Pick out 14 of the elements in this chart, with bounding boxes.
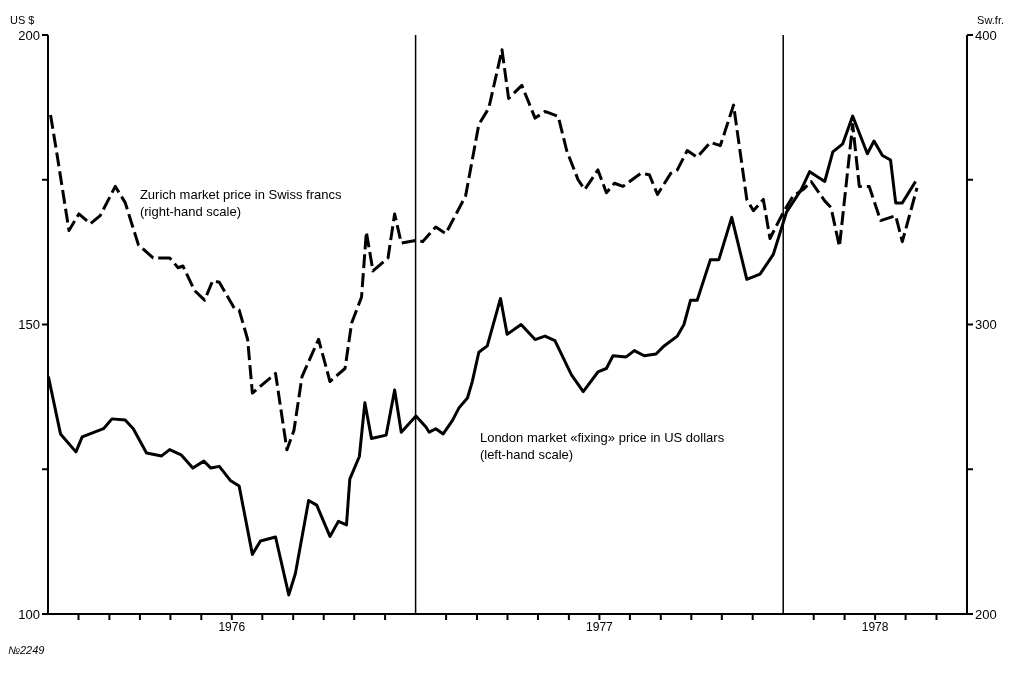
y2-axis-title: Sw.fr. [977,14,1004,26]
y2-tick-label: 300 [975,317,997,333]
y2-tick-label: 400 [975,27,997,43]
text: №2249 [8,644,45,656]
y-axis-title: US $ [10,14,35,26]
y-tick-label: 150 [18,317,40,333]
x-tick-label: 1977 [586,619,614,634]
x-tick-label: 1976 [218,619,246,634]
y2-tick-label: 200 [975,606,997,622]
y-tick-label: 100 [18,606,40,622]
text: London market «fixing» price in US dollars (left-hand scale) [479,428,725,463]
series-label: Zurich market price in Swiss francs (right-hand scale) [139,185,342,220]
x-tick-label: 1978 [861,619,889,634]
y-tick-label: 200 [18,27,40,43]
